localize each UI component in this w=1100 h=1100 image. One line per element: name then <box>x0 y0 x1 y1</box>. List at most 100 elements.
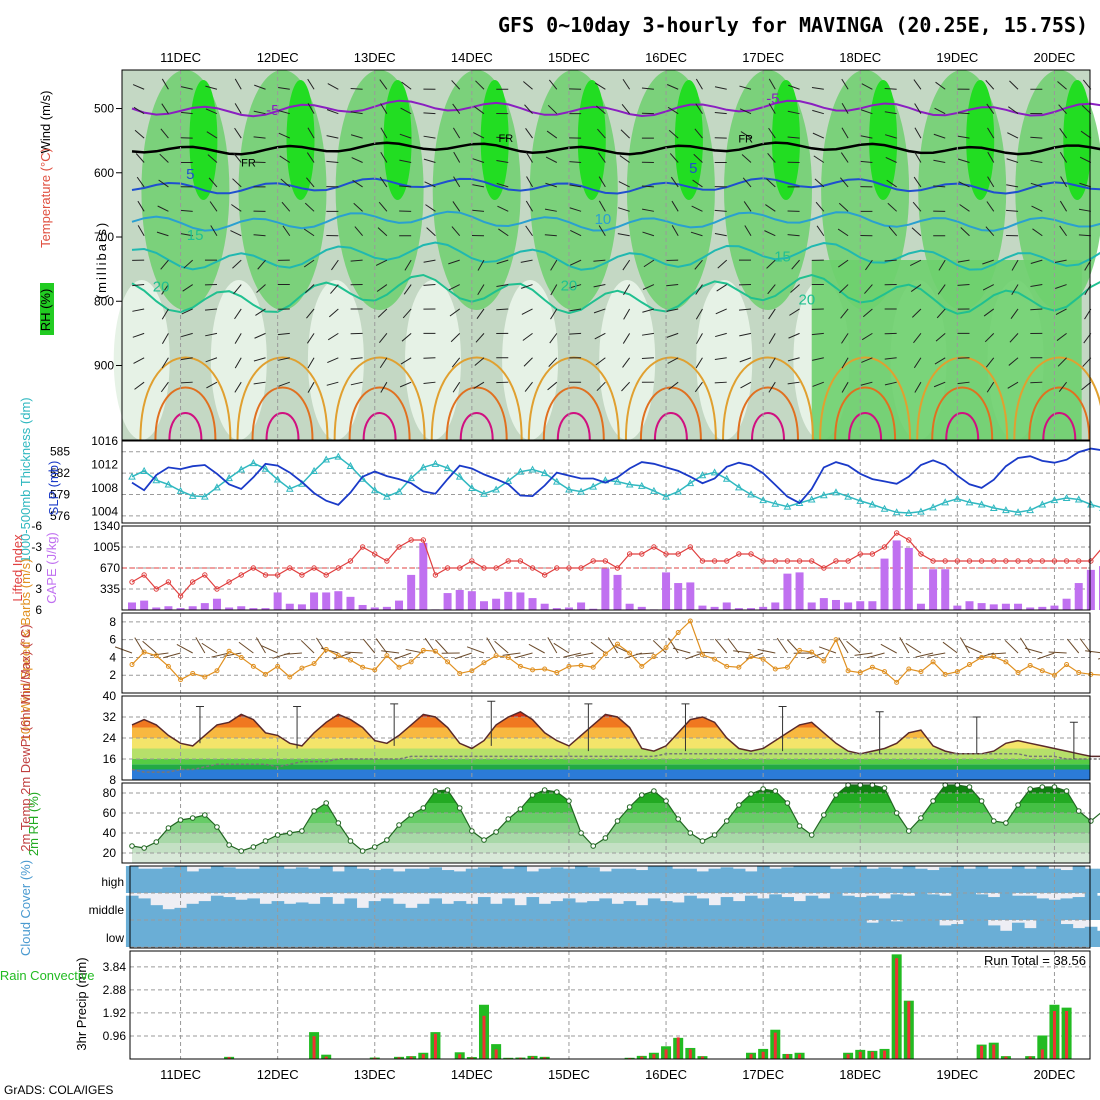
cloud-bar <box>295 902 309 920</box>
lifted-index-point <box>202 572 208 578</box>
wind-barb <box>816 225 825 237</box>
wind10-point <box>845 668 851 674</box>
wind-barb <box>550 284 558 296</box>
precip-convective-bar <box>858 1051 862 1059</box>
wind-barb <box>598 176 606 188</box>
rh-saturated-region <box>383 80 412 200</box>
wind10-point <box>784 664 790 670</box>
warm-isotherm <box>751 412 786 441</box>
wind-barb <box>1030 182 1043 188</box>
wind-barb <box>739 332 752 337</box>
wind-barb <box>307 127 315 139</box>
lifted-index-line <box>129 530 1100 599</box>
lifted-index-point <box>675 551 681 557</box>
wind10-barb <box>261 645 278 654</box>
cloud-bar <box>635 920 649 947</box>
rh2m-point <box>651 788 657 794</box>
wind-barb <box>255 308 266 316</box>
date-label-top: 18DEC <box>839 50 881 65</box>
lifted-index-point <box>554 565 560 571</box>
isotherm-line <box>131 273 1100 315</box>
wind-barb <box>350 381 363 386</box>
temp-tick-label: 16 <box>103 752 117 766</box>
cape-bar <box>310 592 319 610</box>
wind-barb <box>838 202 849 212</box>
rh2m-point <box>1088 818 1094 824</box>
thickness-axis-label: 1000-500mb Thickness (dm) <box>18 397 33 562</box>
isotherm-label: 10 <box>595 211 612 228</box>
wind-barb <box>693 153 703 163</box>
rh-legend-swatch <box>40 283 54 335</box>
cloud-cover-label: Cloud Cover (%) <box>18 860 33 956</box>
cape-bar <box>273 592 282 610</box>
thickness-point <box>492 485 500 493</box>
wind-barb <box>161 103 169 114</box>
precip-convective-bar <box>397 1057 401 1059</box>
rh2m-point <box>772 788 779 794</box>
wind-barb <box>473 132 485 139</box>
lifted-index-point <box>444 565 451 571</box>
cape-bar <box>322 592 331 610</box>
cloud-bar <box>939 867 952 893</box>
wind-barb <box>811 86 824 90</box>
date-label-bottom: 16DEC <box>645 1067 687 1082</box>
wind10-point <box>275 663 281 669</box>
thickness-point <box>722 474 731 482</box>
dewpoint-line <box>131 753 1100 773</box>
wind-barb <box>330 284 339 294</box>
wind-barb <box>695 103 703 114</box>
wind10-barb <box>381 650 400 654</box>
wind-barb <box>598 200 606 212</box>
wind-barb <box>933 133 946 139</box>
lifted-index-point <box>177 593 184 599</box>
wind-barb <box>157 205 169 212</box>
wind-barb <box>380 103 388 114</box>
wind-barb <box>1010 308 1019 319</box>
cloud-bar <box>744 895 758 920</box>
precip-convective-bar <box>1004 1056 1008 1059</box>
warm-isotherm <box>139 356 232 441</box>
rh2m-point <box>177 817 184 823</box>
lifted-index-point <box>663 551 669 557</box>
run-total-label: Run Total = 38.56 <box>984 953 1086 968</box>
cloud-bar <box>1011 866 1025 893</box>
wind-barb <box>234 357 242 369</box>
rh2m-point <box>541 787 548 793</box>
cloud-bar <box>951 866 964 893</box>
cape-bar <box>965 601 974 610</box>
rh2m-point <box>687 830 694 836</box>
cape-bar <box>297 604 306 610</box>
lifted-index-point <box>991 558 997 564</box>
wind10-barb <box>547 637 558 654</box>
wind10-barb <box>1019 637 1031 654</box>
wind-barb <box>840 152 849 163</box>
precip-axis: 0.96 1.92 2.88 3.84 <box>103 960 127 1043</box>
cloud-bar <box>587 920 600 947</box>
wind-barb <box>1081 381 1092 391</box>
wind-barb <box>496 160 509 163</box>
wind-barb <box>453 176 461 188</box>
wind-barb <box>451 226 461 237</box>
wind-barb <box>399 185 412 188</box>
wind-barb <box>671 225 679 236</box>
wind-barb <box>327 83 339 90</box>
li-tick-label: -6 <box>31 519 42 533</box>
cloud-bar <box>198 901 212 920</box>
cloud-bar <box>550 901 564 920</box>
wind-barb <box>935 81 946 90</box>
precip-convective-bar <box>846 1054 850 1059</box>
wind-barb <box>596 381 606 392</box>
li-tick-label: -3 <box>31 540 42 554</box>
cloud-bar <box>672 868 685 893</box>
wind-barb <box>622 78 631 90</box>
wind10-barb <box>300 640 315 654</box>
cloud-bar <box>477 897 491 920</box>
cloud-bar <box>162 909 175 920</box>
wind-barb <box>716 284 728 292</box>
rh2m-point <box>214 824 220 830</box>
wind-barb <box>161 333 169 345</box>
wind10-point <box>772 666 778 672</box>
lifted-index-point <box>517 558 524 564</box>
wind-barb <box>569 284 582 289</box>
cloud-bar <box>781 897 794 920</box>
